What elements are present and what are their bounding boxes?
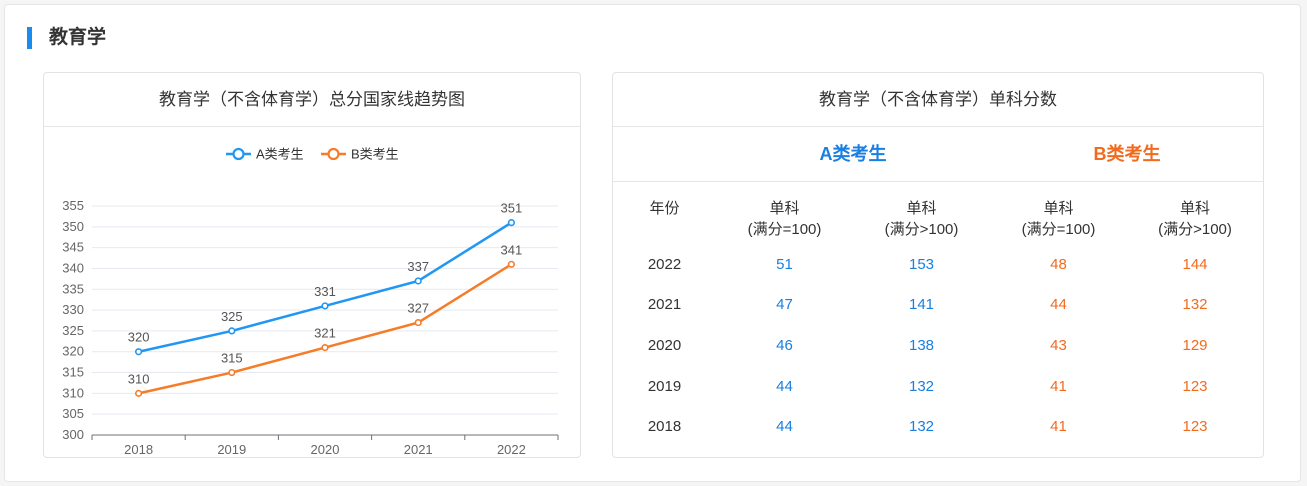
y-tick-label: 300 (62, 427, 84, 442)
score-table: 年份 单科 (满分=100) 单科 (满分>100) 单科 (满分=100) 单科 (满… (613, 182, 1263, 447)
cell-a-gt100: 153 (908, 255, 935, 273)
x-tick-label: 2020 (311, 442, 340, 457)
cell-a-100: 47 (776, 296, 793, 314)
cell-b-100: 41 (1050, 418, 1067, 436)
y-tick-label: 320 (62, 344, 84, 359)
legend-label: B类考生 (351, 147, 399, 162)
class-header-row: A类考生 B类考生 (613, 127, 1263, 182)
chart-card-title: 教育学（不含体育学）总分国家线趋势图 (44, 73, 580, 127)
cell-a-gt100: 132 (908, 418, 935, 436)
trend-line-chart: 300 305 310 315 320 325 330 335 340 345 350 355 2018… (62, 147, 559, 457)
trend-chart-card: 教育学（不含体育学）总分国家线趋势图 300 305 310 315 320 325 330… (43, 72, 581, 458)
data-point (134, 348, 143, 356)
data-label: 341 (501, 242, 523, 257)
data-label: 310 (128, 371, 150, 386)
page-panel: 教育学 教育学（不含体育学）总分国家线趋势图 300 305 310 315 320 32… (4, 4, 1301, 482)
data-label: 320 (128, 330, 150, 345)
data-point (414, 277, 422, 285)
legend-label: A类考生 (256, 147, 304, 162)
data-label: 315 (221, 351, 243, 366)
y-tick-label: 315 (62, 365, 84, 380)
table-row: 2021 47 141 44 132 (613, 285, 1263, 326)
data-point (507, 219, 516, 227)
data-point (321, 343, 329, 352)
y-tick-label: 325 (62, 323, 84, 338)
cell-year: 2022 (647, 255, 682, 273)
table-row: 2020 46 138 43 129 (613, 325, 1263, 366)
data-point (228, 368, 236, 377)
score-table-card: 教育学（不含体育学）单科分数 A类考生 B类考生 年份 单科 (满分=100) 单… (612, 72, 1264, 458)
cell-a-100: 46 (776, 336, 793, 354)
y-tick-label: 335 (62, 281, 84, 296)
x-tick-label: 2022 (497, 442, 526, 457)
cell-year: 2019 (647, 377, 682, 395)
header-b-100: 单科 (满分=100) (1021, 200, 1096, 238)
x-tick-label: 2018 (124, 442, 153, 457)
section-accent-bar (27, 27, 32, 49)
legend-marker (327, 147, 340, 161)
legend-marker (232, 147, 245, 161)
data-label: 327 (407, 301, 429, 316)
y-tick-label: 310 (62, 385, 84, 400)
header-a-gt100: 单科 (满分>100) (884, 200, 959, 238)
data-label: 337 (407, 259, 429, 274)
cell-year: 2018 (647, 418, 682, 436)
cell-b-100: 44 (1050, 296, 1067, 314)
cell-a-gt100: 132 (908, 377, 935, 395)
data-point (228, 327, 236, 335)
section-title: 教育学 (49, 27, 107, 48)
table-row: 2018 44 132 41 123 (613, 406, 1263, 447)
table-header-row: 年份 单科 (满分=100) 单科 (满分>100) 单科 (满分=100) 单科 (满… (613, 182, 1263, 244)
cell-b-gt100: 123 (1182, 377, 1208, 395)
data-point (321, 302, 329, 310)
cell-a-100: 44 (776, 418, 793, 436)
data-label: 321 (314, 326, 336, 341)
data-label: 331 (314, 284, 336, 299)
data-point (507, 260, 516, 268)
header-b-gt100: 单科 (满分>100) (1158, 200, 1232, 238)
class-b-label: B类考生 (1093, 144, 1161, 164)
cell-a-gt100: 141 (908, 296, 935, 314)
cell-b-gt100: 144 (1182, 255, 1208, 273)
cell-b-100: 48 (1050, 255, 1067, 273)
cell-a-100: 44 (776, 377, 793, 395)
table-row: 2022 51 153 48 144 (613, 244, 1263, 285)
cell-b-gt100: 123 (1182, 418, 1208, 436)
header-year: 年份 (649, 200, 680, 217)
y-tick-label: 345 (62, 240, 84, 255)
cell-b-gt100: 129 (1182, 336, 1208, 354)
table-row: 2019 44 132 41 123 (613, 366, 1263, 407)
cell-b-gt100: 132 (1182, 296, 1208, 314)
y-tick-label: 340 (62, 260, 84, 275)
cell-year: 2021 (647, 296, 682, 314)
x-tick-label: 2021 (404, 442, 433, 457)
data-point (414, 318, 422, 327)
data-point (134, 389, 143, 397)
data-label: 325 (221, 309, 243, 324)
y-tick-label: 330 (62, 302, 84, 317)
cell-a-100: 51 (776, 255, 793, 273)
cell-b-100: 41 (1050, 377, 1067, 395)
cell-year: 2020 (647, 336, 682, 354)
y-tick-label: 355 (62, 198, 84, 213)
y-tick-label: 350 (62, 219, 84, 234)
cell-b-100: 43 (1050, 336, 1067, 354)
cell-a-gt100: 138 (908, 336, 935, 354)
header-a-100: 单科 (满分=100) (747, 200, 822, 238)
data-label: 351 (501, 201, 523, 216)
y-tick-label: 305 (62, 406, 84, 421)
table-card-title: 教育学（不含体育学）单科分数 (613, 73, 1263, 127)
x-tick-label: 2019 (217, 442, 246, 457)
class-a-label: A类考生 (819, 144, 887, 164)
